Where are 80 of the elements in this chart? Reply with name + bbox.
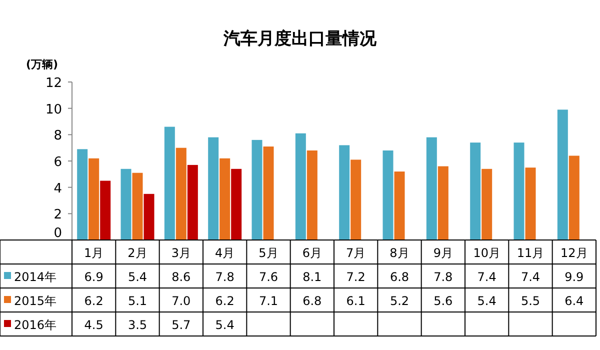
data-label: 7.0 bbox=[172, 294, 191, 308]
y-tick-label: 2 bbox=[54, 208, 62, 223]
bar bbox=[144, 194, 154, 240]
bar bbox=[306, 150, 318, 240]
bar bbox=[263, 146, 274, 240]
data-label: 5.2 bbox=[390, 294, 410, 308]
data-label: 6.1 bbox=[346, 294, 366, 308]
bar bbox=[208, 137, 219, 240]
data-label: 9.9 bbox=[564, 270, 584, 284]
x-tick-label: 3月 bbox=[171, 246, 191, 260]
data-label: 3.5 bbox=[128, 318, 148, 332]
bar bbox=[220, 158, 230, 240]
x-tick-label: 11月 bbox=[516, 246, 544, 260]
x-tick-label: 4月 bbox=[215, 246, 235, 260]
legend-label: 2016年 bbox=[14, 318, 57, 332]
data-label: 8.1 bbox=[302, 270, 322, 284]
data-label: 6.9 bbox=[84, 270, 104, 284]
y-tick-label: 12 bbox=[45, 76, 62, 91]
x-tick-label: 9月 bbox=[433, 246, 453, 260]
bar bbox=[438, 166, 448, 240]
data-label: 5.4 bbox=[128, 270, 148, 284]
data-label: 8.6 bbox=[172, 270, 191, 284]
y-tick-label: 0 bbox=[54, 226, 62, 241]
bar bbox=[382, 150, 394, 240]
bar bbox=[394, 172, 405, 240]
bar bbox=[350, 160, 362, 240]
bar bbox=[88, 158, 100, 240]
bar bbox=[164, 126, 175, 240]
bar bbox=[557, 110, 568, 240]
data-label: 6.2 bbox=[84, 294, 104, 308]
y-tick-label: 8 bbox=[54, 128, 62, 144]
bar bbox=[187, 164, 198, 240]
data-label: 7.6 bbox=[258, 270, 278, 284]
bar bbox=[339, 145, 350, 240]
bar bbox=[231, 168, 242, 240]
bar bbox=[482, 168, 492, 240]
bar bbox=[252, 140, 262, 240]
bar bbox=[514, 142, 524, 240]
x-tick-label: 8月 bbox=[390, 246, 410, 260]
data-label: 5.5 bbox=[520, 294, 540, 308]
bar bbox=[525, 168, 536, 240]
data-label: 5.1 bbox=[128, 294, 148, 308]
x-tick-label: 5月 bbox=[258, 246, 278, 260]
bar bbox=[470, 142, 481, 240]
data-label: 7.4 bbox=[477, 270, 496, 284]
bar bbox=[100, 180, 111, 240]
bar bbox=[132, 172, 143, 240]
data-label: 5.7 bbox=[172, 318, 191, 332]
legend-label: 2015年 bbox=[14, 294, 57, 308]
data-label: 6.2 bbox=[215, 294, 234, 308]
bar bbox=[120, 168, 132, 240]
x-tick-label: 2月 bbox=[128, 246, 148, 260]
bar bbox=[176, 148, 186, 240]
data-label: 7.2 bbox=[346, 270, 366, 284]
y-tick-label: 6 bbox=[54, 155, 62, 170]
x-tick-label: 1月 bbox=[84, 246, 104, 260]
chart-title: 汽车月度出口量情况 bbox=[222, 29, 378, 49]
bar bbox=[426, 137, 437, 240]
data-label: 4.5 bbox=[84, 318, 104, 332]
data-label: 5.4 bbox=[477, 294, 496, 308]
y-tick-label: 4 bbox=[54, 181, 62, 196]
legend-label: 2014年 bbox=[14, 270, 57, 284]
data-label: 5.4 bbox=[215, 318, 234, 332]
data-label: 6.4 bbox=[564, 294, 584, 308]
x-tick-label: 6月 bbox=[302, 246, 322, 260]
data-label: 7.4 bbox=[520, 270, 540, 284]
bar bbox=[77, 149, 88, 240]
bar bbox=[568, 156, 580, 240]
y-axis-title: (万辆) bbox=[26, 58, 58, 71]
x-tick-label: 12月 bbox=[560, 246, 588, 260]
data-label: 7.1 bbox=[258, 294, 278, 308]
data-label: 7.8 bbox=[215, 270, 234, 284]
data-label: 7.8 bbox=[434, 270, 453, 284]
data-label: 5.6 bbox=[434, 294, 453, 308]
data-label: 6.8 bbox=[390, 270, 410, 284]
x-tick-label: 10月 bbox=[473, 246, 500, 260]
data-label: 6.8 bbox=[302, 294, 322, 308]
bar bbox=[295, 133, 306, 240]
x-tick-label: 7月 bbox=[346, 246, 366, 260]
y-tick-label: 10 bbox=[45, 102, 62, 118]
